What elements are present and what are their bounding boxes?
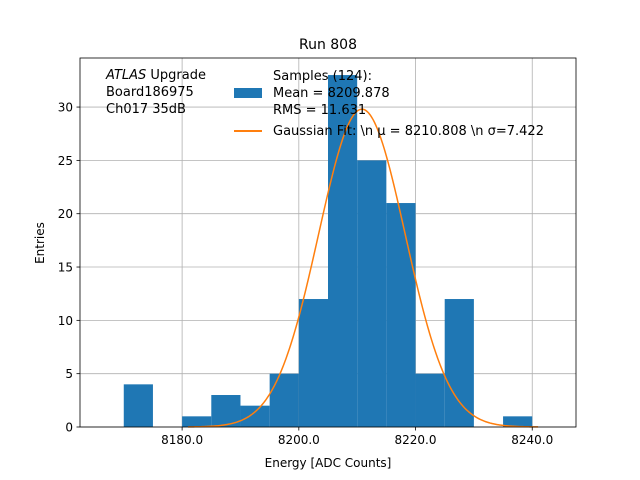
histogram-bar	[182, 416, 212, 427]
histogram-bar	[269, 373, 299, 427]
annotation-line: ATLAS Upgrade	[105, 68, 206, 83]
y-tick-label: 30	[58, 101, 73, 115]
x-tick-label: 8200.0	[278, 433, 320, 447]
histogram-bar	[328, 75, 358, 427]
y-tick-label: 15	[58, 261, 73, 275]
histogram-bar	[444, 299, 474, 427]
histogram-bar	[415, 373, 445, 427]
x-tick-label: 8180.0	[161, 433, 203, 447]
chart-title: Run 808	[299, 37, 357, 53]
y-tick-label: 5	[65, 367, 73, 381]
y-tick-label: 20	[58, 207, 73, 221]
histogram-bar	[240, 405, 270, 427]
y-tick-label: 25	[58, 154, 73, 168]
legend-label-samples: RMS = 11.631	[273, 103, 366, 118]
histogram-bar	[123, 384, 153, 427]
legend-swatch-samples	[234, 88, 262, 98]
annotation-line: Board186975	[106, 85, 194, 100]
y-tick-label: 10	[58, 314, 73, 328]
histogram-bar	[503, 416, 533, 427]
histogram-bar	[211, 395, 241, 427]
y-axis-label: Entries	[33, 222, 47, 264]
histogram-bar	[386, 203, 416, 427]
x-axis-ticks: 8180.0 8200.0 8220.0 8240.0	[161, 427, 553, 447]
histogram-bar	[357, 160, 387, 427]
gaussian-fit-curve	[187, 108, 539, 428]
x-tick-label: 8240.0	[511, 433, 553, 447]
y-axis-ticks: 0 5 10 15 20 25 30	[58, 101, 80, 435]
legend-label-fit: Gaussian Fit: \n μ = 8210.808 \n σ=7.422	[273, 124, 544, 139]
legend-label-samples: Mean = 8209.878	[273, 86, 390, 101]
axes-frame	[79, 57, 577, 428]
histogram-bar	[298, 299, 328, 427]
annotation-line: Ch017 35dB	[106, 102, 186, 117]
y-tick-label: 0	[65, 421, 73, 435]
x-tick-label: 8220.0	[395, 433, 437, 447]
legend-label-samples: Samples (124):	[273, 69, 372, 84]
histogram-bars	[123, 75, 533, 427]
x-axis-label: Energy [ADC Counts]	[265, 456, 392, 470]
legend: Samples (124): Mean = 8209.878 RMS = 11.…	[234, 69, 544, 139]
atlas-annotation: ATLAS Upgrade Board186975 Ch017 35dB	[105, 68, 206, 117]
